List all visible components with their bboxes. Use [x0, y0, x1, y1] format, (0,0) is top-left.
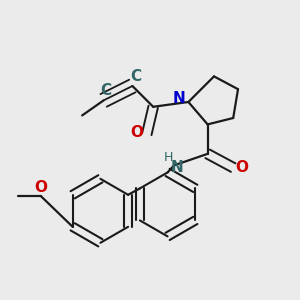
- Text: N: N: [173, 91, 186, 106]
- Text: O: O: [236, 160, 249, 175]
- Text: O: O: [131, 125, 144, 140]
- Text: N: N: [171, 160, 184, 175]
- Text: H: H: [164, 151, 173, 164]
- Text: C: C: [130, 69, 141, 84]
- Text: C: C: [100, 83, 112, 98]
- Text: O: O: [35, 180, 48, 195]
